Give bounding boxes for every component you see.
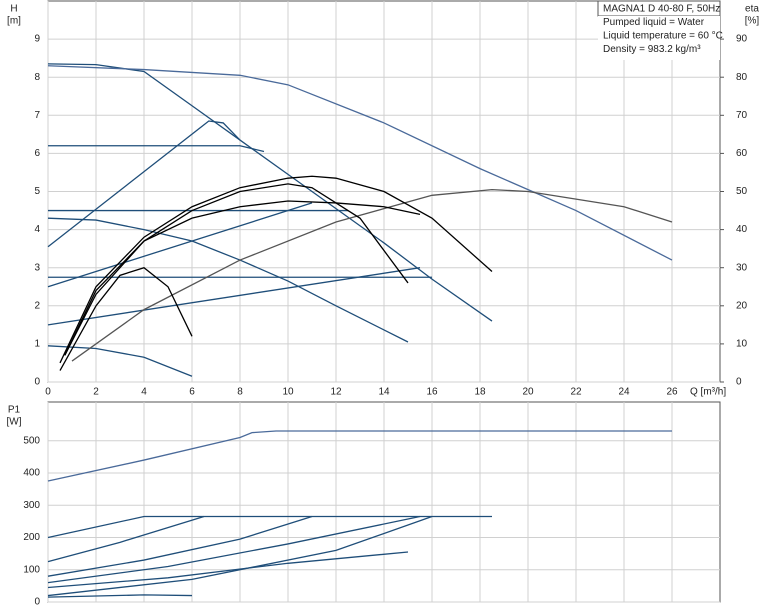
curve [47, 515, 421, 584]
curve [47, 202, 313, 288]
x-tick-label: 16 [426, 387, 438, 398]
x-tick-label: 2 [93, 387, 99, 398]
y2-axis-label: [%] [745, 16, 760, 27]
x-tick-label: 24 [618, 387, 630, 398]
y-tick-label: 300 [23, 500, 40, 511]
curve [47, 515, 205, 563]
curve [47, 515, 433, 597]
x-tick-label: 10 [282, 387, 294, 398]
y2-tick-label: 10 [736, 339, 748, 350]
y-tick-label: 6 [34, 148, 40, 159]
y2-axis-label: eta [745, 4, 759, 15]
x-tick-label: 22 [570, 387, 582, 398]
info-bg [598, 16, 720, 60]
info-text: MAGNA1 D 40-80 F, 50Hz [603, 4, 720, 15]
curve [47, 267, 421, 326]
y-tick-label: 8 [34, 72, 40, 83]
x-axis-label: Q [m³/h] [690, 387, 726, 398]
y-axis-label: P1 [8, 405, 21, 416]
curve [47, 65, 673, 261]
y2-tick-label: 70 [736, 110, 748, 121]
x-tick-label: 4 [141, 387, 147, 398]
x-tick-label: 18 [474, 387, 486, 398]
curve [47, 594, 193, 598]
curve [59, 175, 493, 364]
x-tick-label: 12 [330, 387, 342, 398]
y-tick-label: 9 [34, 34, 40, 45]
y2-tick-label: 40 [736, 224, 748, 235]
y2-tick-label: 30 [736, 262, 748, 273]
curve [47, 515, 313, 577]
curve [47, 515, 492, 539]
curve [47, 120, 241, 248]
y-axis-label: H [10, 4, 17, 15]
y-tick-label: 7 [34, 110, 40, 121]
y2-tick-label: 80 [736, 72, 748, 83]
x-tick-label: 20 [522, 387, 534, 398]
curve [64, 200, 421, 356]
curve [47, 345, 193, 377]
y-tick-label: 500 [23, 435, 40, 446]
curve [48, 145, 265, 153]
curve [64, 183, 409, 356]
curve [47, 430, 672, 482]
y-tick-label: 0 [34, 597, 40, 608]
info-text: Density = 983.2 kg/m³ [603, 44, 701, 55]
y-tick-label: 100 [23, 564, 40, 575]
y-tick-label: 0 [34, 377, 40, 388]
curve [59, 266, 193, 371]
curve [47, 551, 409, 589]
y2-tick-label: 60 [736, 148, 748, 159]
curve [47, 217, 409, 343]
y2-tick-label: 20 [736, 300, 748, 311]
info-text: Liquid temperature = 60 °C [603, 31, 723, 42]
x-tick-label: 0 [45, 387, 51, 398]
y-tick-label: 3 [34, 262, 40, 273]
x-tick-label: 14 [378, 387, 390, 398]
x-tick-label: 8 [237, 387, 243, 398]
y-tick-label: 4 [34, 224, 40, 235]
y-axis-label: [W] [7, 417, 22, 428]
curve [71, 188, 673, 362]
y2-tick-label: 50 [736, 186, 748, 197]
y2-tick-label: 90 [736, 34, 748, 45]
x-tick-label: 6 [189, 387, 195, 398]
info-text: Pumped liquid = Water [603, 17, 705, 28]
x-tick-label: 26 [666, 387, 678, 398]
y-tick-label: 1 [34, 339, 40, 350]
y-tick-label: 5 [34, 186, 40, 197]
y-axis-label: [m] [7, 16, 21, 27]
y-tick-label: 2 [34, 300, 40, 311]
y-tick-label: 200 [23, 532, 40, 543]
y2-tick-label: 0 [736, 377, 742, 388]
y-tick-label: 400 [23, 468, 40, 479]
